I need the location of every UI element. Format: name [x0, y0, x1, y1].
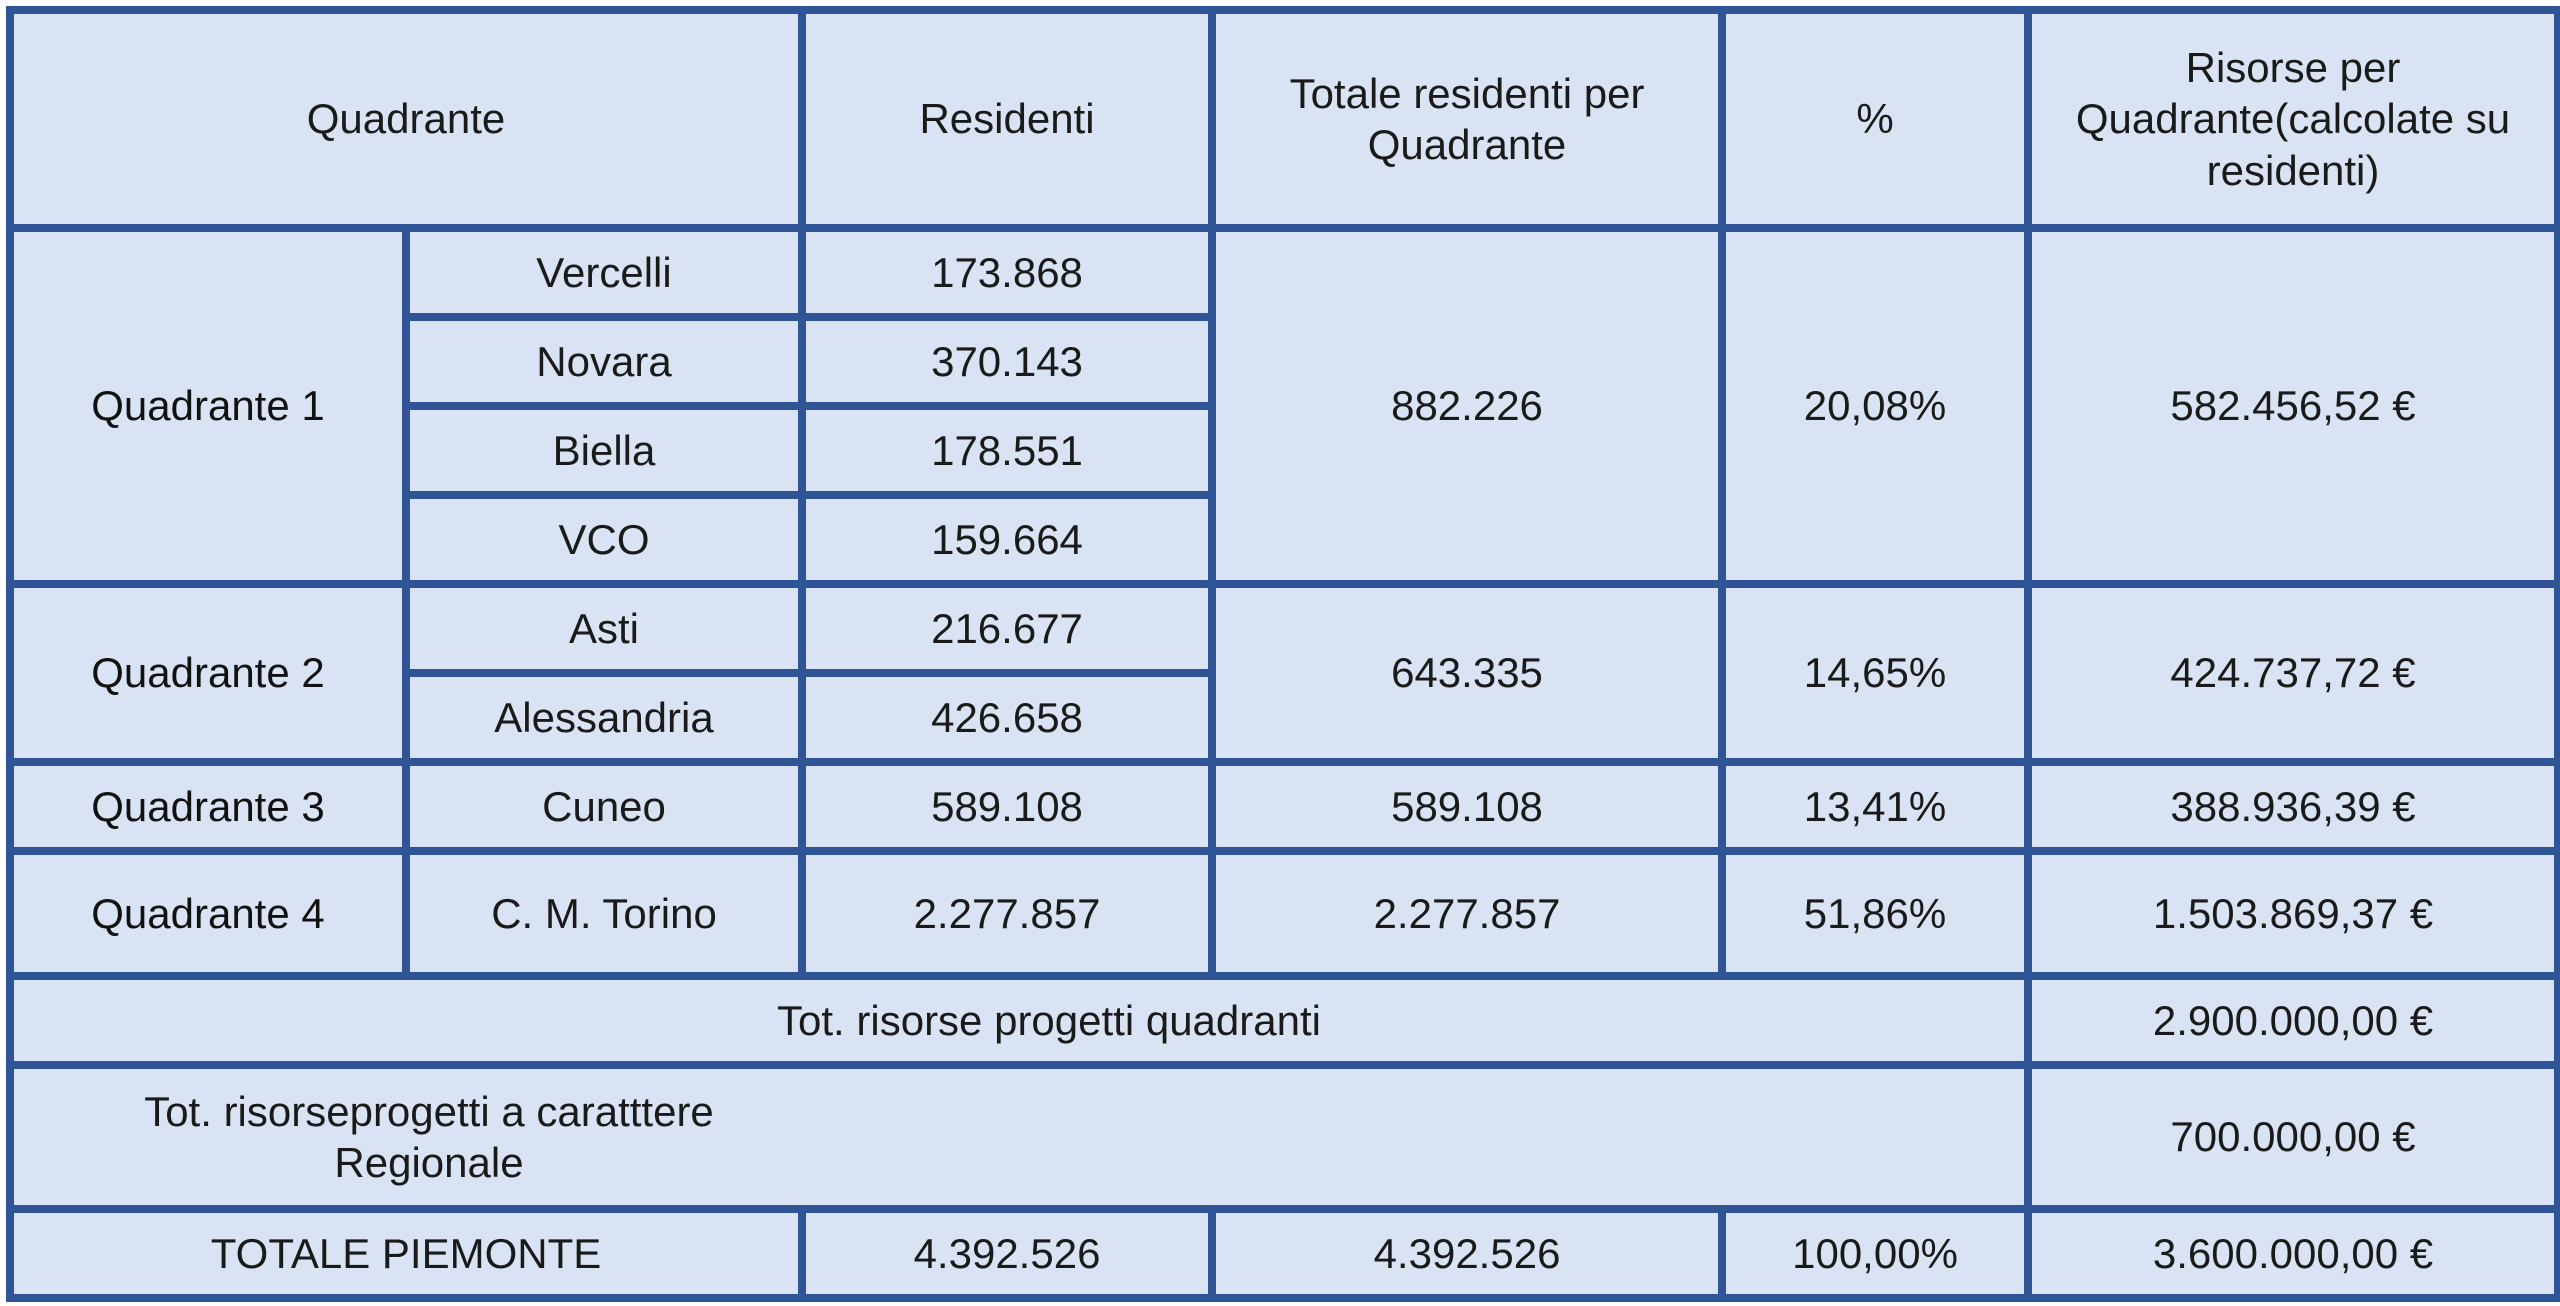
province-name: Cuneo [401, 758, 807, 855]
header-percent: % [1718, 6, 2033, 232]
table-row: Novara 370.143 [10, 313, 2558, 410]
quadrante-name: Quadrante 4 [6, 847, 410, 980]
province-residenti: 426.658 [798, 669, 1217, 766]
table-row: Quadrante 2 Asti 216.677 643.335 14,65% … [6, 580, 2560, 766]
totale-piemonte-totale: 4.392.526 [1208, 1205, 1727, 1302]
table-row: Biella 178.551 [10, 402, 2558, 499]
tot-regionale-value: 700.000,00 € [2024, 1061, 2560, 1213]
quadrante-risorse: 424.737,72 € [2024, 580, 2560, 766]
tot-quadranti-value: 2.900.000,00 € [2024, 972, 2560, 1069]
province-name: Asti [401, 580, 807, 677]
totale-piemonte-label: TOTALE PIEMONTE [5, 1205, 807, 1302]
quadrante-totale: 589.108 [1208, 758, 1727, 855]
province-name: Biella [401, 402, 807, 499]
quadrante-totale: 2.277.857 [1208, 847, 1727, 980]
province-residenti: 589.108 [798, 758, 1217, 855]
province-residenti: 159.664 [798, 491, 1217, 588]
province-name: Novara [401, 313, 807, 410]
table-row: Quadrante 4 C. M. Torino 2.277.857 2.277… [6, 847, 2560, 980]
quadrante-percent: 51,86% [1718, 847, 2033, 980]
tot-quadranti-label: Tot. risorse progetti quadranti [5, 972, 2033, 1069]
province-residenti: 216.677 [798, 580, 1217, 677]
quadrante-totale: 882.226 [1208, 224, 1727, 588]
quadrante-risorse: 582.456,52 € [2024, 224, 2560, 588]
tot-quadranti-row: Tot. risorse progetti quadranti 2.900.00… [5, 972, 2560, 1069]
header-quadrante: Quadrante [5, 6, 807, 232]
header-residenti: Residenti [798, 6, 1217, 232]
table-row: VCO 159.664 [10, 491, 2558, 588]
province-residenti: 2.277.857 [798, 847, 1217, 980]
header-risorse: Risorse per Quadrante(calcolate su resid… [2024, 6, 2560, 232]
quadrante-percent: 13,41% [1718, 758, 2033, 855]
totale-piemonte-risorse: 3.600.000,00 € [2024, 1205, 2560, 1302]
quadrante-risorse: 1.503.869,37 € [2024, 847, 2560, 980]
resources-table: Quadrante Residenti Totale residenti per… [5, 6, 2560, 1302]
quadrante-risorse: 388.936,39 € [2024, 758, 2560, 855]
table-row: Alessandria 426.658 [10, 669, 2558, 766]
tot-regionale-label: Tot. risorseprogetti a caratttere Region… [144, 1087, 714, 1186]
tot-regionale-cell: Tot. risorseprogetti a caratttere Region… [5, 1061, 2033, 1213]
table-row: Quadrante 3 Cuneo 589.108 589.108 13,41%… [6, 758, 2560, 855]
province-name: VCO [401, 491, 807, 588]
province-residenti: 178.551 [798, 402, 1217, 499]
header-totale-residenti: Totale residenti per Quadrante [1208, 6, 1727, 232]
quadrante-totale: 643.335 [1208, 580, 1727, 766]
totale-piemonte-row: TOTALE PIEMONTE 4.392.526 4.392.526 100,… [5, 1205, 2560, 1302]
province-residenti: 173.868 [798, 224, 1217, 321]
header-row: Quadrante Residenti Totale residenti per… [5, 6, 2560, 232]
tot-regionale-row: Tot. risorseprogetti a caratttere Region… [5, 1061, 2560, 1213]
quadrante-percent: 20,08% [1718, 224, 2033, 588]
totale-piemonte-percent: 100,00% [1718, 1205, 2033, 1302]
province-residenti: 370.143 [798, 313, 1217, 410]
table-row: Quadrante 1 Vercelli 173.868 882.226 20,… [6, 224, 2560, 588]
quadrante-name: Quadrante 3 [6, 758, 410, 855]
province-name: Vercelli [401, 224, 807, 321]
province-name: Alessandria [401, 669, 807, 766]
quadrante-percent: 14,65% [1718, 580, 2033, 766]
quadrante-name: Quadrante 2 [6, 580, 410, 766]
totale-piemonte-residenti: 4.392.526 [798, 1205, 1217, 1302]
province-name: C. M. Torino [401, 847, 807, 980]
quadrante-name: Quadrante 1 [6, 224, 410, 588]
